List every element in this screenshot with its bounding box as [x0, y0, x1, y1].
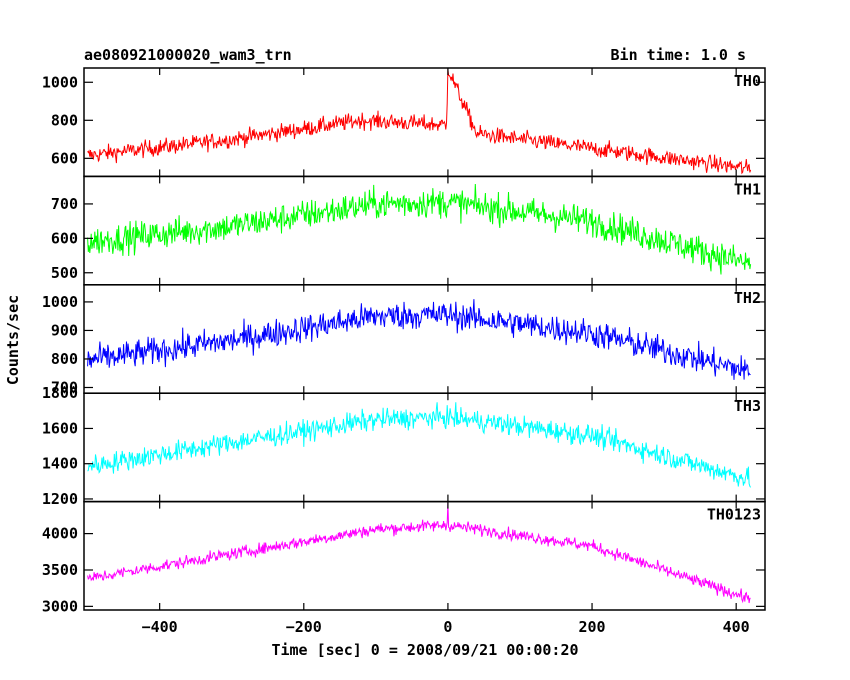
x-tick-label: 200	[579, 618, 606, 636]
x-tick-label: −200	[286, 618, 322, 636]
y-tick-label: 3000	[42, 597, 78, 615]
y-tick-label: 800	[51, 111, 78, 129]
panel-name-th0: TH0	[734, 72, 761, 90]
y-tick-label: 1400	[42, 455, 78, 473]
panels-group: 600 800 1000 TH0 500 600 700 TH1 700 800 900 1000 TH…	[42, 67, 766, 615]
x-axis: −400 −200 0 200 400	[142, 618, 750, 636]
panel-th0: 600 800 1000 TH0	[42, 67, 766, 178]
series-line-th2	[87, 299, 751, 380]
y-tick-label: 700	[51, 195, 78, 213]
x-tick-label: −400	[142, 618, 178, 636]
y-tick-label: 900	[51, 321, 78, 339]
y-tick-label: 1000	[42, 73, 78, 91]
x-tick-label: 400	[723, 618, 750, 636]
y-axis-label: Counts/sec	[4, 295, 22, 385]
series-line-th0123	[87, 503, 751, 604]
y-tick-label: 1800	[42, 384, 78, 402]
y-tick-label: 700	[51, 378, 78, 396]
panel-name-th2: TH2	[734, 289, 761, 307]
chart-title: ae080921000020_wam3_trn	[84, 46, 292, 64]
y-tick-label: 1600	[42, 419, 78, 437]
series-line-th0	[87, 68, 752, 175]
panel-name-th0123: TH0123	[707, 506, 761, 524]
y-tick-label: 800	[51, 350, 78, 368]
panel-name-th1: TH1	[734, 180, 761, 198]
panel-th3: 1200 1400 1600 1800 TH3	[42, 384, 766, 508]
y-tick-label: 500	[51, 264, 78, 282]
x-axis-label: Time [sec] 0 = 2008/09/21 00:00:20	[271, 641, 578, 659]
panel-frame	[83, 500, 766, 611]
y-tick-label: 600	[51, 149, 78, 167]
y-tick-label: 600	[51, 229, 78, 247]
y-tick-label: 1200	[42, 490, 78, 508]
bin-time-label: Bin time: 1.0 s	[611, 46, 746, 64]
panel-name-th3: TH3	[734, 397, 761, 415]
y-tick-label: 4000	[42, 525, 78, 543]
x-tick-label: 0	[443, 618, 452, 636]
y-tick-label: 3500	[42, 561, 78, 579]
series-line-th1	[87, 183, 752, 275]
panel-th2: 700 800 900 1000 TH2	[42, 284, 766, 396]
series-line-th3	[87, 402, 752, 488]
y-tick-label: 1000	[42, 293, 78, 311]
panel-frame	[83, 284, 766, 394]
panel-th1: 500 600 700 TH1	[51, 175, 766, 286]
panel-th0123: 3000 3500 4000 TH0123	[42, 500, 766, 615]
